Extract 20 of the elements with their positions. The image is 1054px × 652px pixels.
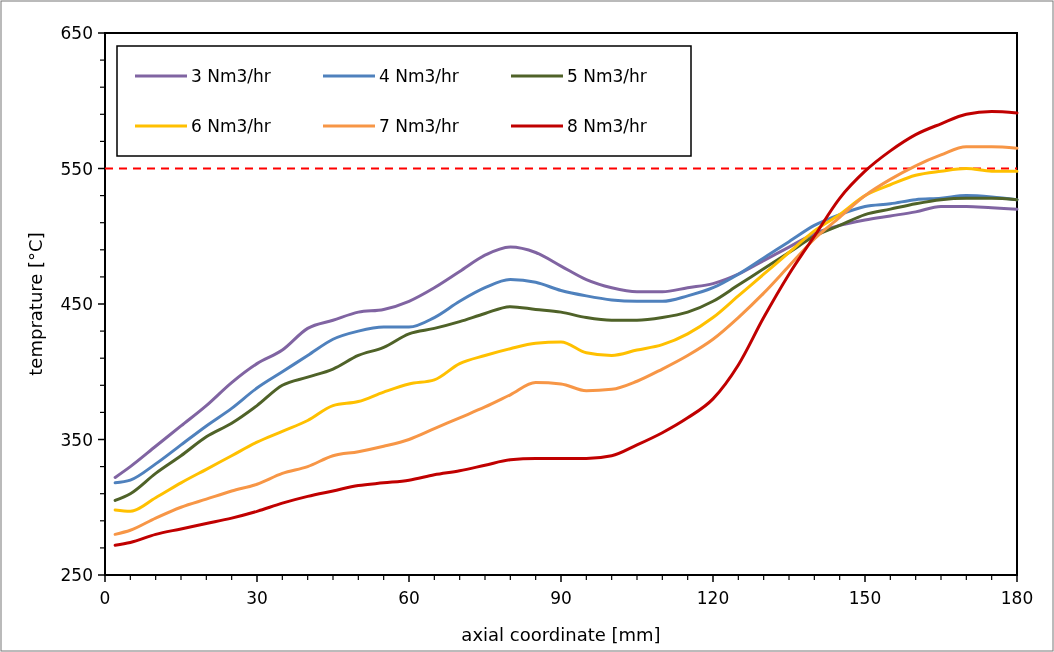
y-axis-title: temprature [°C]	[25, 232, 46, 376]
x-axis-title: axial coordinate [mm]	[461, 624, 661, 645]
x-tick-label: 90	[550, 588, 572, 608]
x-tick-label: 120	[696, 588, 730, 608]
legend-label: 6 Nm3/hr	[191, 116, 271, 136]
y-tick-label: 550	[60, 158, 93, 179]
x-tick-label: 30	[246, 588, 268, 608]
x-tick-label: 0	[99, 588, 111, 608]
y-tick-label: 650	[60, 23, 93, 43]
legend-label: 8 Nm3/hr	[567, 116, 647, 136]
legend-label: 3 Nm3/hr	[191, 66, 271, 86]
x-tick-label: 60	[398, 588, 420, 608]
x-tick-label: 180	[1000, 588, 1034, 608]
y-tick-label: 450	[60, 294, 93, 314]
legend-label: 5 Nm3/hr	[567, 66, 647, 86]
y-tick-label: 250	[60, 565, 93, 585]
y-tick-label: 350	[60, 429, 93, 450]
legend-label: 7 Nm3/hr	[379, 116, 459, 136]
legend-label: 4 Nm3/hr	[379, 66, 459, 86]
x-tick-label: 150	[848, 588, 882, 608]
